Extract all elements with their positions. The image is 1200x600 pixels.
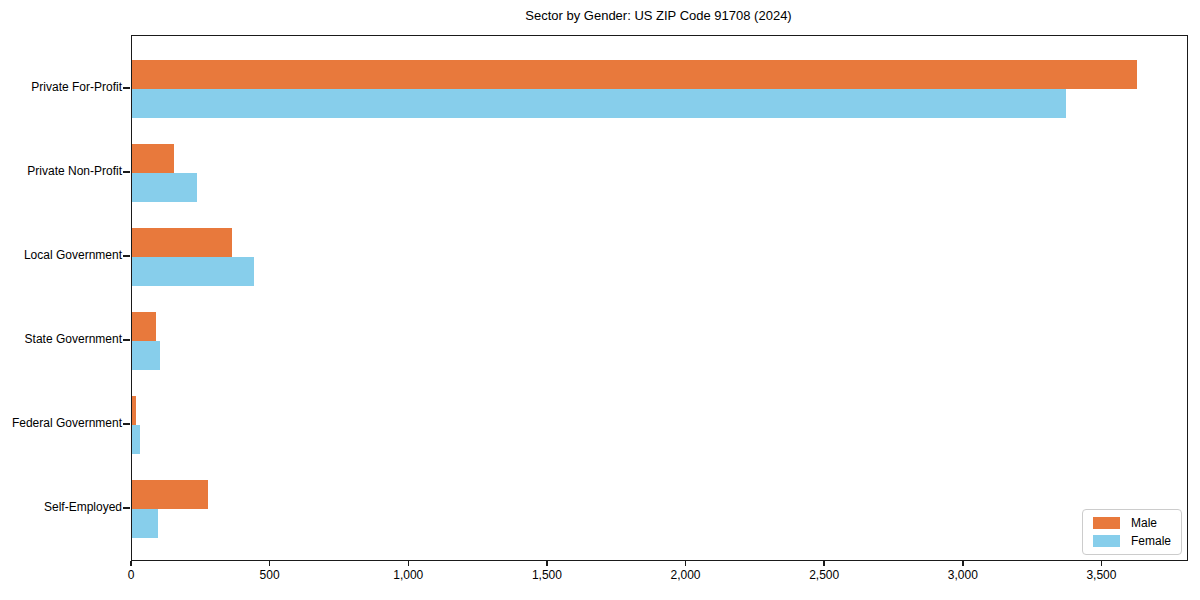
y-axis-label-private-for-profit: Private For-Profit <box>0 80 122 94</box>
bar-female-federal-government <box>132 425 140 454</box>
x-tick-0 <box>130 561 132 566</box>
bar-male-federal-government <box>132 396 136 425</box>
chart-title: Sector by Gender: US ZIP Code 91708 (202… <box>131 8 1186 23</box>
bar-male-private-for-profit <box>132 60 1137 89</box>
bar-female-self-employed <box>132 509 158 538</box>
y-axis-label-local-government: Local Government <box>0 248 122 262</box>
figure: Sector by Gender: US ZIP Code 91708 (202… <box>0 0 1200 600</box>
x-axis-label-500: 500 <box>230 568 310 582</box>
y-axis-label-private-non-profit: Private Non-Profit <box>0 164 122 178</box>
x-tick-3000 <box>962 561 964 566</box>
x-axis-label-3000: 3,000 <box>923 568 1003 582</box>
legend-swatch-male <box>1093 517 1120 529</box>
x-axis-label-2500: 2,500 <box>784 568 864 582</box>
x-tick-3500 <box>1101 561 1103 566</box>
x-tick-500 <box>269 561 271 566</box>
x-axis-label-2000: 2,000 <box>646 568 726 582</box>
bar-female-state-government <box>132 341 160 370</box>
y-tick-federal-government <box>123 423 130 425</box>
bar-female-private-for-profit <box>132 89 1066 118</box>
legend-label-male: Male <box>1131 517 1157 529</box>
x-tick-1500 <box>546 561 548 566</box>
bar-female-local-government <box>132 257 254 286</box>
legend-swatch-female <box>1093 535 1120 547</box>
y-axis-label-federal-government: Federal Government <box>0 416 122 430</box>
bar-male-self-employed <box>132 480 208 509</box>
y-axis-label-self-employed: Self-Employed <box>0 500 122 514</box>
legend-item-female: Female <box>1093 535 1171 547</box>
bar-female-private-non-profit <box>132 173 197 202</box>
y-tick-private-non-profit <box>123 171 130 173</box>
y-tick-local-government <box>123 255 130 257</box>
x-axis-label-3500: 3,500 <box>1061 568 1141 582</box>
x-axis-label-1500: 1,500 <box>507 568 587 582</box>
x-tick-1000 <box>408 561 410 566</box>
y-axis-label-state-government: State Government <box>0 332 122 346</box>
legend: Male Female <box>1082 509 1182 555</box>
bar-male-private-non-profit <box>132 144 174 173</box>
x-tick-2500 <box>823 561 825 566</box>
bar-male-local-government <box>132 228 232 257</box>
bar-male-state-government <box>132 312 156 341</box>
y-tick-state-government <box>123 339 130 341</box>
y-tick-self-employed <box>123 507 130 509</box>
x-axis-label-0: 0 <box>91 568 171 582</box>
legend-label-female: Female <box>1131 535 1171 547</box>
y-tick-private-for-profit <box>123 87 130 89</box>
legend-item-male: Male <box>1093 517 1171 529</box>
x-axis-label-1000: 1,000 <box>368 568 448 582</box>
plot-area: Male Female <box>131 35 1188 561</box>
x-tick-2000 <box>685 561 687 566</box>
